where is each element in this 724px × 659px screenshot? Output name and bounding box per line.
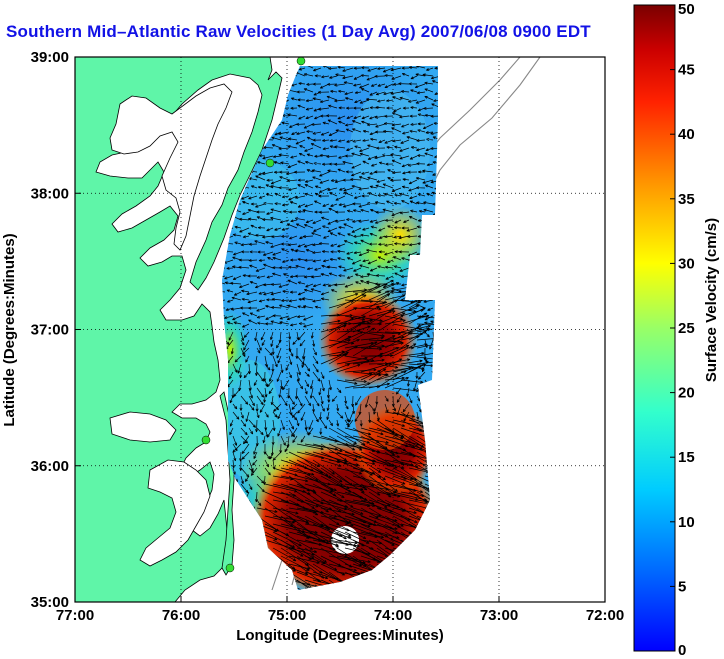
- radar-site-marker: [201, 435, 211, 445]
- colorbar-tick-label: 40: [678, 126, 695, 143]
- colorbar-tick-label: 35: [678, 191, 695, 208]
- colorbar-label: Surface Velocity (cm/s): [703, 218, 720, 382]
- colorbar-tick-label: 25: [678, 320, 695, 337]
- x-tick-label: 75:00: [268, 607, 306, 624]
- colorbar-tick-label: 5: [678, 578, 686, 595]
- x-tick-label: 76:00: [162, 607, 200, 624]
- x-tick-label: 72:00: [586, 607, 624, 624]
- pamlico-sound: [139, 459, 211, 567]
- grid-lines: [75, 57, 605, 602]
- x-tick-label: 74:00: [374, 607, 412, 624]
- colorbar-tick-label: 20: [678, 385, 695, 402]
- y-axis-label: Latitude (Degrees:Minutes): [1, 233, 18, 426]
- x-tick-label: 77:00: [56, 607, 94, 624]
- x-tick-label: 73:00: [480, 607, 518, 624]
- velocity-field: [222, 66, 438, 590]
- colorbar-tick-label: 30: [678, 255, 695, 272]
- albemarle-sound: [109, 411, 177, 443]
- y-tick-label: 37:00: [31, 322, 69, 339]
- y-tick-label: 36:00: [31, 458, 69, 475]
- colorbar-tick-label: 0: [678, 642, 686, 659]
- colorbar-tick-label: 45: [678, 62, 695, 79]
- chesapeake-bay: [109, 83, 233, 251]
- colorbar: [633, 4, 676, 652]
- radar-site-marker: [225, 563, 235, 573]
- colorbar-tick-label: 15: [678, 449, 695, 466]
- y-tick-label: 38:00: [31, 185, 69, 202]
- figure-title: Southern Mid–Atlantic Raw Velocities (1 …: [6, 22, 591, 41]
- land-mass: [75, 57, 283, 602]
- colorbar-tick-label: 50: [678, 1, 695, 18]
- colorbar-tick-label: 10: [678, 514, 695, 531]
- x-axis-label: Longitude (Degrees:Minutes): [236, 627, 444, 644]
- y-tick-label: 35:00: [31, 594, 69, 611]
- y-tick-label: 39:00: [31, 49, 69, 66]
- radar-site-marker: [265, 158, 275, 168]
- radar-site-marker: [296, 57, 306, 66]
